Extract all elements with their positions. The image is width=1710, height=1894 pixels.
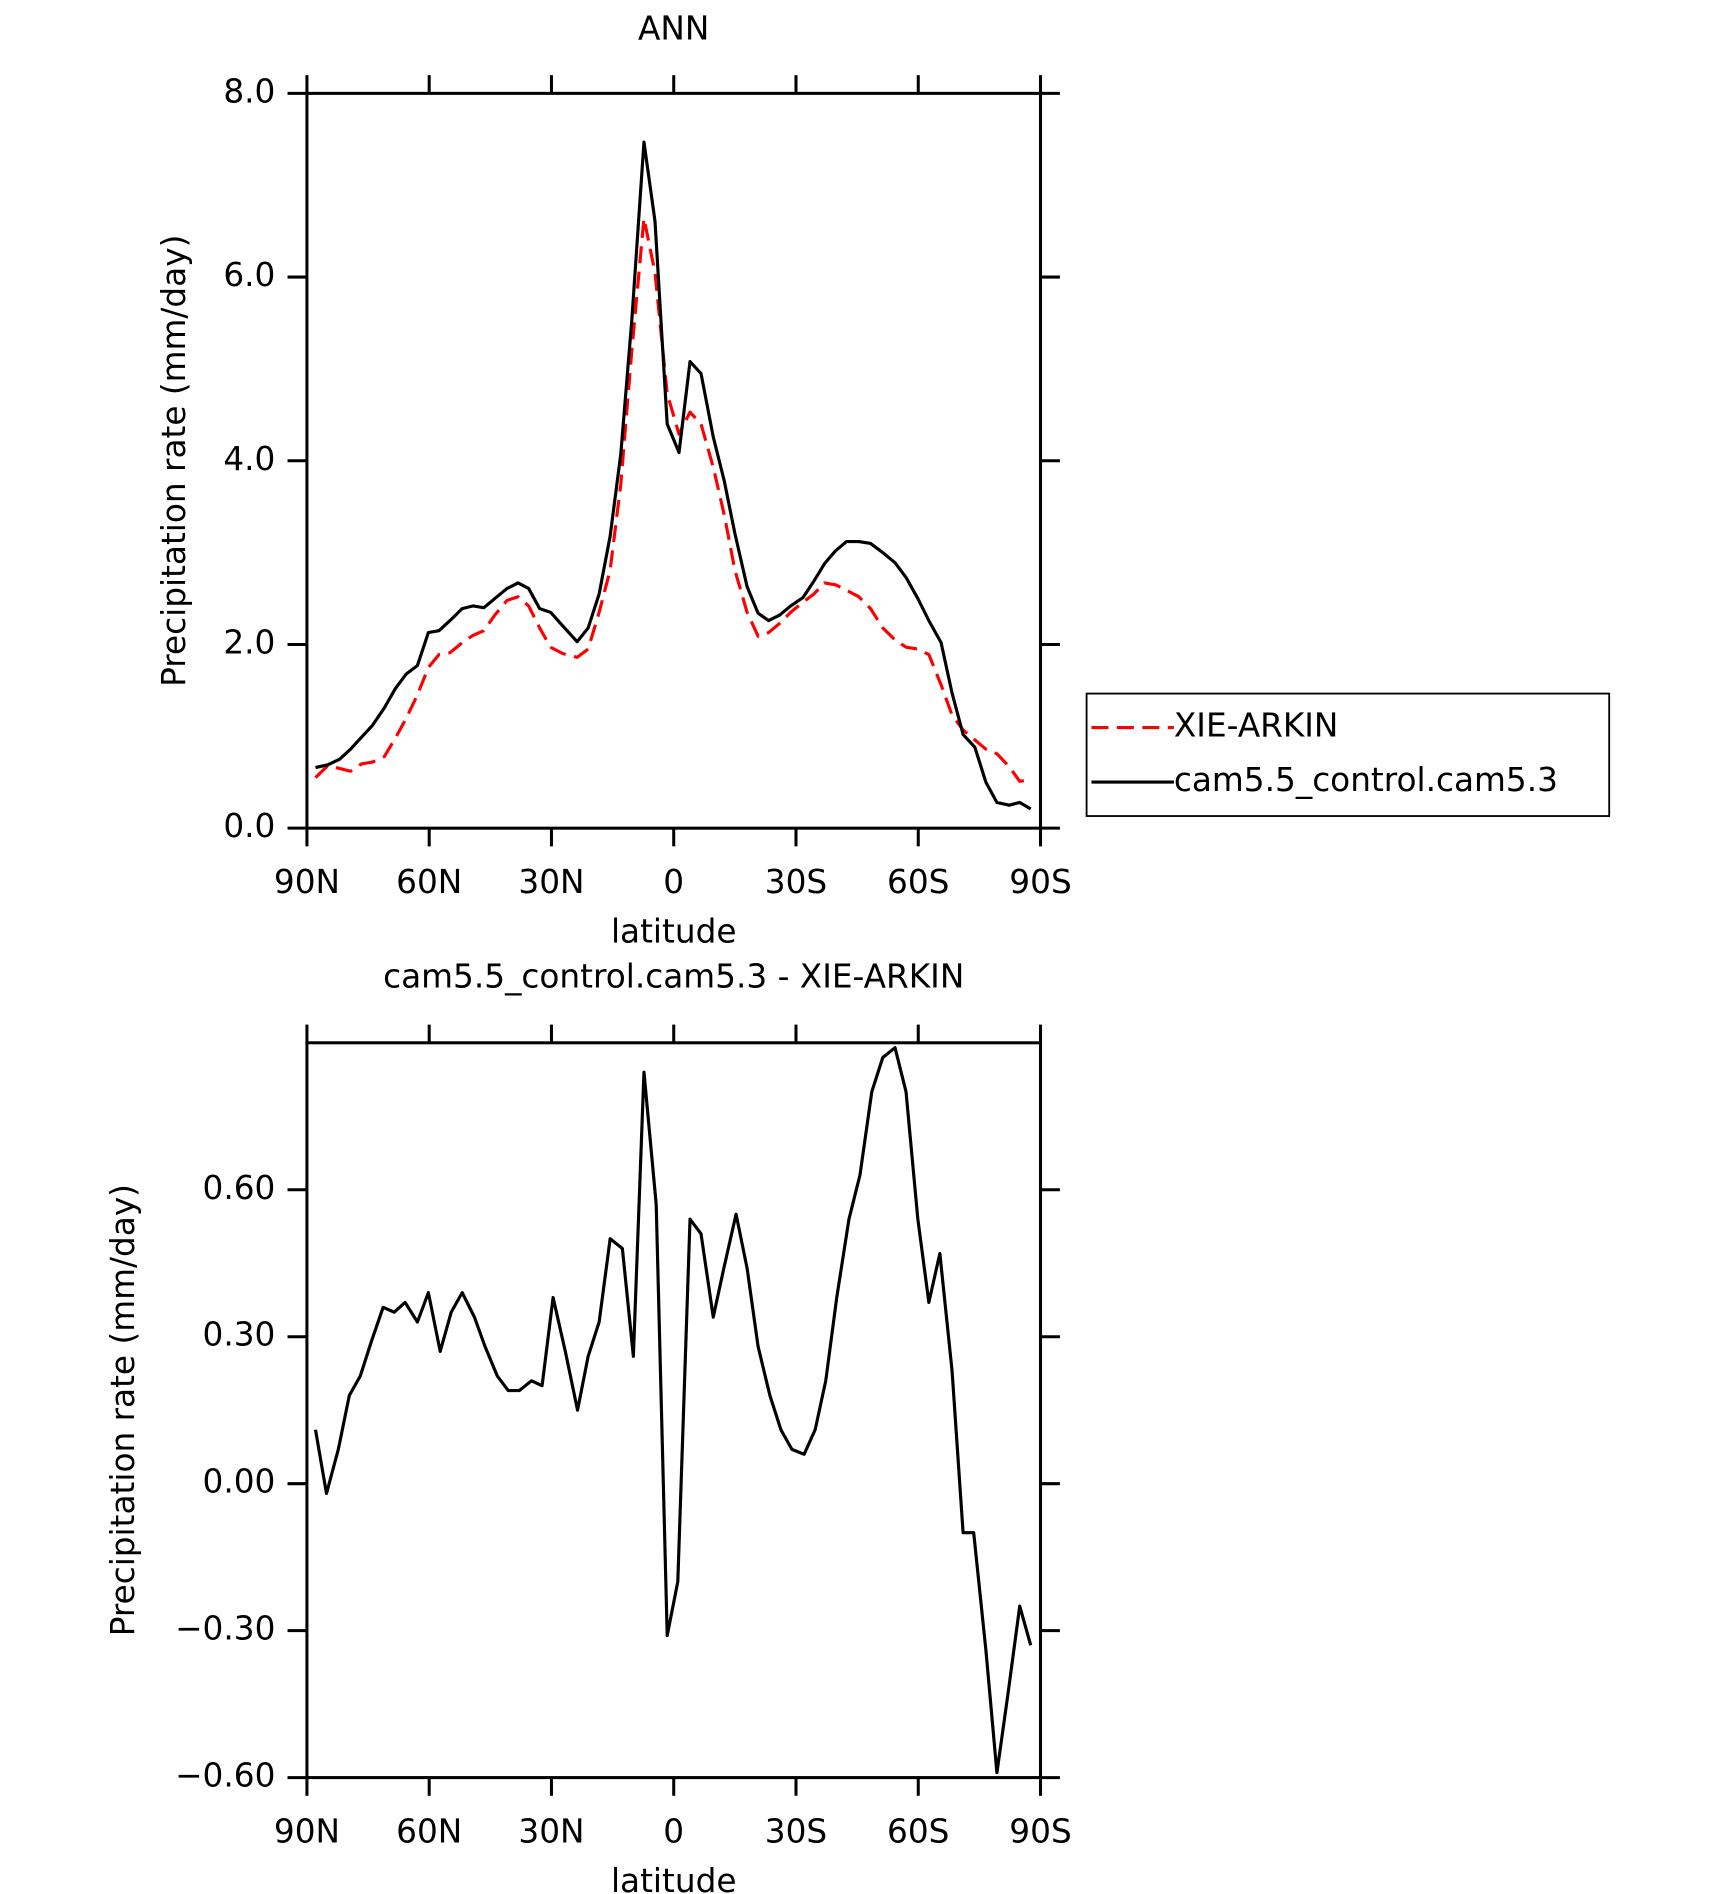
y-tick-label: 0.0 <box>223 807 275 845</box>
chart-title: ANN <box>638 9 709 47</box>
x-axis-label: latitude <box>611 913 737 951</box>
y-axis-label: Precipitation rate (mm/day) <box>155 235 193 687</box>
y-tick-label: −0.30 <box>175 1610 275 1648</box>
x-tick-label: 30S <box>765 863 827 901</box>
x-tick-label: 60S <box>887 1812 949 1850</box>
x-tick-label: 30N <box>518 1812 584 1850</box>
y-tick-label: 8.0 <box>223 72 275 110</box>
x-tick-label: 0 <box>663 1812 684 1850</box>
x-tick-label: 90S <box>1009 863 1071 901</box>
x-tick-label: 90N <box>274 1812 340 1850</box>
chart-title: cam5.5_control.cam5.3 - XIE-ARKIN <box>383 958 964 996</box>
x-tick-label: 60N <box>396 863 462 901</box>
data-line <box>313 1046 1033 1775</box>
x-tick-label: 60S <box>887 863 949 901</box>
x-tick-label: 30S <box>765 1812 827 1850</box>
y-tick-label: −0.60 <box>175 1757 275 1795</box>
legend-label: cam5.5_control.cam5.3 <box>1174 761 1558 799</box>
x-tick-label: 90S <box>1009 1812 1071 1850</box>
data-line <box>314 216 1031 783</box>
y-tick-label: 0.30 <box>203 1316 276 1354</box>
legend-label: XIE-ARKIN <box>1174 707 1339 745</box>
x-tick-label: 0 <box>663 863 684 901</box>
y-axis-label: Precipitation rate (mm/day) <box>104 1184 142 1636</box>
y-tick-label: 6.0 <box>223 256 275 294</box>
data-line <box>315 140 1032 811</box>
x-tick-label: 90N <box>274 863 340 901</box>
x-tick-label: 30N <box>518 863 584 901</box>
x-tick-label: 60N <box>396 1812 462 1850</box>
y-tick-label: 4.0 <box>223 440 275 478</box>
y-tick-label: 2.0 <box>223 623 275 661</box>
plot-frame <box>305 91 1043 830</box>
x-axis-label: latitude <box>611 1862 737 1894</box>
y-tick-label: 0.60 <box>203 1169 276 1207</box>
plot-frame <box>305 1041 1043 1780</box>
y-tick-label: 0.00 <box>203 1463 276 1501</box>
legend-box <box>1085 692 1611 817</box>
